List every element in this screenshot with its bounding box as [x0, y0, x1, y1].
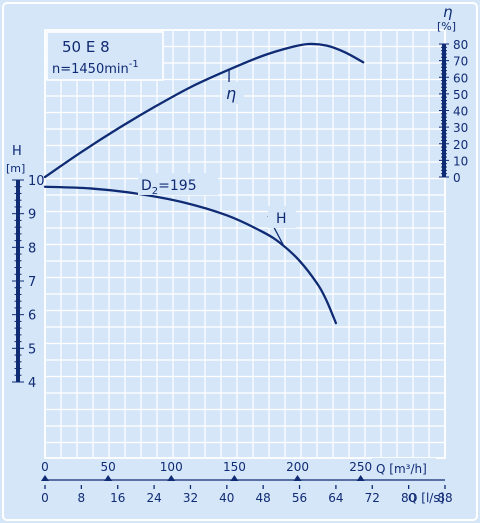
x-tick-m3h [230, 475, 239, 481]
head-axis-label: H [12, 144, 22, 159]
head-tick-label: 4 [28, 376, 36, 391]
eff-tick-label: 40 [453, 105, 468, 119]
eff-tick-label: 70 [453, 55, 468, 69]
x-tick-label-m3h: 150 [223, 460, 246, 474]
h-curve-label: H [276, 211, 287, 227]
eff-tick-label: 0 [453, 171, 461, 185]
chart-title: 50 E 8 [62, 38, 110, 56]
head-axis-unit: [m] [6, 162, 25, 175]
eff-tick-label: 60 [453, 71, 468, 85]
x-tick-label-ls: 8 [78, 491, 86, 505]
x-axis-ls-label: Q [l/s] [408, 491, 444, 505]
impeller-label: D2=195 [141, 178, 197, 197]
eff-tick-label: 30 [453, 121, 468, 135]
x-tick-label-ls: 24 [146, 491, 161, 505]
x-tick-label-m3h: 100 [160, 460, 183, 474]
eff-tick-label: 80 [453, 38, 468, 52]
eff-tick-label: 50 [453, 88, 468, 102]
x-tick-label-ls: 40 [219, 491, 234, 505]
x-tick-label-m3h: 200 [286, 460, 309, 474]
x-tick-label-m3h: 0 [41, 460, 49, 474]
head-tick-label: 10 [28, 174, 45, 189]
qm3h-label-box [372, 458, 436, 478]
x-tick-label-ls: 56 [292, 491, 307, 505]
x-tick-m3h [293, 475, 302, 481]
x-tick-label-ls: 32 [183, 491, 198, 505]
head-tick-label: 7 [28, 275, 36, 290]
x-tick-label-m3h: 50 [100, 460, 115, 474]
title-box [46, 31, 164, 81]
eff-curve-label: η [226, 84, 236, 103]
x-tick-label-ls: 0 [41, 491, 49, 505]
impeller-sub: 2 [152, 186, 158, 197]
head-tick-label: 9 [28, 208, 36, 223]
x-tick-label-ls: 72 [365, 491, 380, 505]
h-curve-label-box [268, 206, 296, 228]
x-tick-m3h [41, 475, 49, 481]
plot-border [44, 29, 446, 459]
x-tick-m3h [104, 475, 113, 481]
eff-curve-label-box [222, 82, 244, 104]
x-tick-label-m3h: 250 [349, 460, 372, 474]
head-curve [43, 185, 338, 325]
head-tick-label: 5 [28, 342, 36, 357]
x-tick-label-ls: 48 [256, 491, 271, 505]
x-tick-label-ls: 80 [401, 491, 416, 505]
eff-axis-label: η [443, 3, 453, 21]
efficiency-curve [43, 42, 365, 179]
impeller-d: D [141, 178, 152, 194]
impeller-box [138, 173, 218, 195]
impeller-value: =195 [158, 178, 196, 194]
x-tick-m3h [356, 475, 365, 481]
x-tick-label-ls: 16 [110, 491, 125, 505]
speed-text: n=1450min [52, 62, 129, 77]
head-tick-label: 6 [28, 309, 36, 324]
x-axis-m3h-label: Q [m³/h] [376, 462, 427, 476]
chart-grid [44, 29, 446, 459]
speed-exponent: -1 [129, 59, 139, 70]
eff-tick-label: 20 [453, 138, 468, 152]
x-tick-m3h [167, 475, 176, 481]
x-tick-label-ls: 64 [328, 491, 343, 505]
eff-axis-unit: [%] [437, 20, 456, 33]
head-tick-label: 8 [28, 241, 36, 256]
eff-tick-label: 10 [453, 154, 468, 168]
x-tick-label-ls: 88 [437, 491, 452, 505]
chart-subtitle: n=1450min-1 [52, 59, 139, 77]
